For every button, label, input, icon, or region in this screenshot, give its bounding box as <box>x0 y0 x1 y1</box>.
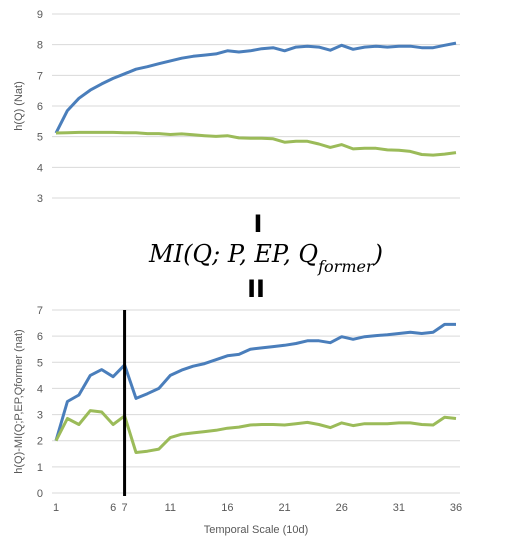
x-tick-label: 16 <box>221 502 233 514</box>
y-tick-label: 1 <box>37 462 43 474</box>
separator-top: I <box>254 210 263 238</box>
y-axis-title: h(Q) (Nat) <box>13 81 25 131</box>
y-tick-label: 3 <box>37 193 43 205</box>
y-tick-label: 7 <box>37 70 43 82</box>
separator-bottom: II <box>247 275 265 303</box>
top-chart: 3 4 5 6 7 8 9 h(Q) (Nat) <box>13 9 460 205</box>
y-tick-label: 6 <box>37 101 43 113</box>
x-axis-title: Temporal Scale (10d) <box>204 524 309 536</box>
x-tick-label: 6 <box>110 502 116 514</box>
series-line-1 <box>54 41 457 134</box>
x-tick-label: 7 <box>122 502 128 514</box>
y-tick-label: 0 <box>37 488 43 500</box>
x-tick-label: 21 <box>278 502 290 514</box>
y-tick-label: 6 <box>37 331 43 343</box>
x-tick-label: 1 <box>53 502 59 514</box>
y-axis-title: h(Q)-MI(Q;P,EP,Qformer (nat) <box>13 329 25 473</box>
x-tick-label: 31 <box>393 502 405 514</box>
formula: MI(Q; P, EP, Qformer) <box>148 240 383 276</box>
x-tick-label: 36 <box>450 502 462 514</box>
series-line-2 <box>55 130 457 157</box>
y-tick-label: 9 <box>37 9 43 21</box>
y-tick-label: 5 <box>37 357 43 369</box>
y-tick-label: 2 <box>37 436 43 448</box>
y-tick-label: 4 <box>37 383 43 395</box>
x-tick-label: 26 <box>336 502 348 514</box>
series-line-2 <box>54 409 457 454</box>
series-line-1 <box>54 322 456 442</box>
y-tick-label: 7 <box>37 305 43 317</box>
y-tick-label: 4 <box>37 162 43 174</box>
y-tick-label: 3 <box>37 410 43 422</box>
y-tick-label: 5 <box>37 132 43 144</box>
y-tick-label: 8 <box>37 40 43 52</box>
x-tick-label: 11 <box>165 502 176 514</box>
